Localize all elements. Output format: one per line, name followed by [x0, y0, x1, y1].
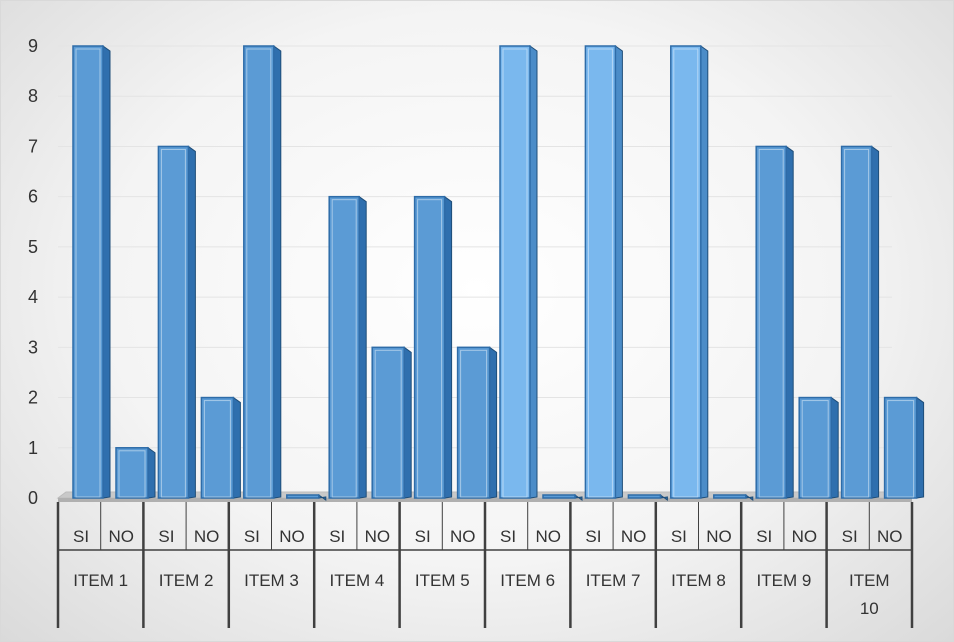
group-label: ITEM 5	[415, 571, 470, 590]
bar-side-1-no	[147, 446, 156, 499]
y-tick-label: 7	[28, 136, 38, 156]
bar-highlight-10-no	[887, 400, 915, 498]
group-label: 10	[860, 599, 879, 618]
bar-side-4-si	[358, 195, 367, 499]
bar-8-si	[670, 45, 702, 499]
bar-highlight-1-si	[75, 48, 101, 498]
bar-side-5-si	[444, 195, 453, 499]
bar-6-si	[499, 45, 531, 499]
y-tick-label: 1	[28, 438, 38, 458]
bar-highlight-5-no	[460, 349, 488, 498]
bar-9-si	[755, 145, 787, 499]
bar-highlight-10-si	[844, 148, 870, 498]
bar-highlight-7-si	[587, 48, 613, 498]
x-tick-label: SI	[244, 527, 260, 546]
x-tick-label: NO	[108, 527, 134, 546]
group-label: ITEM 2	[159, 571, 214, 590]
bar-highlight-8-si	[673, 48, 699, 498]
bar-5-si	[413, 195, 446, 499]
x-tick-label: SI	[329, 527, 345, 546]
group-label: ITEM 9	[757, 571, 812, 590]
group-label: ITEM 6	[500, 571, 555, 590]
bar-7-no	[627, 494, 662, 499]
x-tick-label: SI	[158, 527, 174, 546]
group-label: ITEM 8	[671, 571, 726, 590]
x-tick-label: SI	[73, 527, 89, 546]
x-tick-label: SI	[585, 527, 601, 546]
bar-side-1-si	[102, 45, 111, 499]
group-label: ITEM 4	[330, 571, 385, 590]
x-tick-label: NO	[535, 527, 561, 546]
bar-3-si	[243, 45, 275, 499]
bar-4-no	[371, 346, 405, 499]
bar-highlight-2-si	[160, 148, 186, 498]
y-tick-label: 8	[28, 86, 38, 106]
bar-side-2-si	[187, 145, 196, 499]
y-tick-label: 5	[28, 237, 38, 257]
bar-10-si	[840, 145, 873, 499]
bar-side-2-no	[232, 396, 241, 499]
x-tick-label: NO	[792, 527, 818, 546]
bar-7-si	[584, 45, 617, 499]
y-tick-label: 6	[28, 187, 38, 207]
bar-highlight-9-si	[758, 148, 784, 498]
y-tick-label: 2	[28, 388, 38, 408]
group-label: ITEM 3	[244, 571, 299, 590]
x-tick-label: NO	[194, 527, 220, 546]
bar-highlight-3-si	[246, 48, 272, 498]
bar-side-5-no	[489, 346, 498, 499]
y-tick-label: 4	[28, 287, 38, 307]
bar-highlight-6-si	[502, 48, 528, 498]
y-tick-label: 9	[28, 36, 38, 56]
bar-side-10-no	[916, 396, 925, 499]
bar-highlight-4-no	[374, 349, 402, 498]
bar-highlight-5-si	[417, 199, 443, 498]
bar-1-si	[72, 45, 104, 499]
bar-side-6-si	[529, 45, 538, 499]
bar-6-no	[542, 494, 576, 499]
bar-highlight-4-si	[331, 199, 357, 498]
bar-4-si	[328, 195, 360, 499]
bar-9-no	[798, 396, 832, 499]
y-tick-label: 0	[28, 488, 38, 508]
chart-floor-front	[58, 498, 912, 502]
bar-8-no	[713, 494, 747, 499]
x-tick-label: SI	[500, 527, 516, 546]
group-label: ITEM 1	[73, 571, 128, 590]
x-tick-label: NO	[279, 527, 305, 546]
x-tick-label: SI	[415, 527, 431, 546]
bar-2-si	[157, 145, 190, 499]
bar-5-no	[456, 346, 491, 499]
bar-side-3-si	[273, 45, 282, 499]
x-tick-label: NO	[706, 527, 732, 546]
bar-side-7-si	[614, 45, 623, 499]
group-label: ITEM 7	[586, 571, 641, 590]
bar-2-no	[200, 396, 235, 499]
bar-highlight-9-no	[801, 400, 829, 498]
x-tick-label: SI	[842, 527, 858, 546]
bar-side-10-si	[871, 145, 880, 499]
x-tick-label: NO	[877, 527, 903, 546]
bar-highlight-2-no	[203, 400, 231, 498]
x-tick-label: SI	[671, 527, 687, 546]
bar-side-8-si	[700, 45, 709, 499]
bar-highlight-1-no	[118, 450, 146, 498]
y-tick-label: 3	[28, 337, 38, 357]
bar-side-4-no	[403, 346, 412, 499]
bar-1-no	[115, 447, 149, 499]
bar-side-9-si	[785, 145, 794, 499]
bar-10-no	[883, 396, 918, 499]
x-tick-label: SI	[756, 527, 772, 546]
bar-3-no	[286, 494, 320, 499]
bar-side-9-no	[830, 396, 839, 499]
group-label: ITEM	[849, 571, 890, 590]
x-tick-label: NO	[621, 527, 647, 546]
x-tick-label: NO	[450, 527, 476, 546]
x-tick-label: NO	[365, 527, 391, 546]
